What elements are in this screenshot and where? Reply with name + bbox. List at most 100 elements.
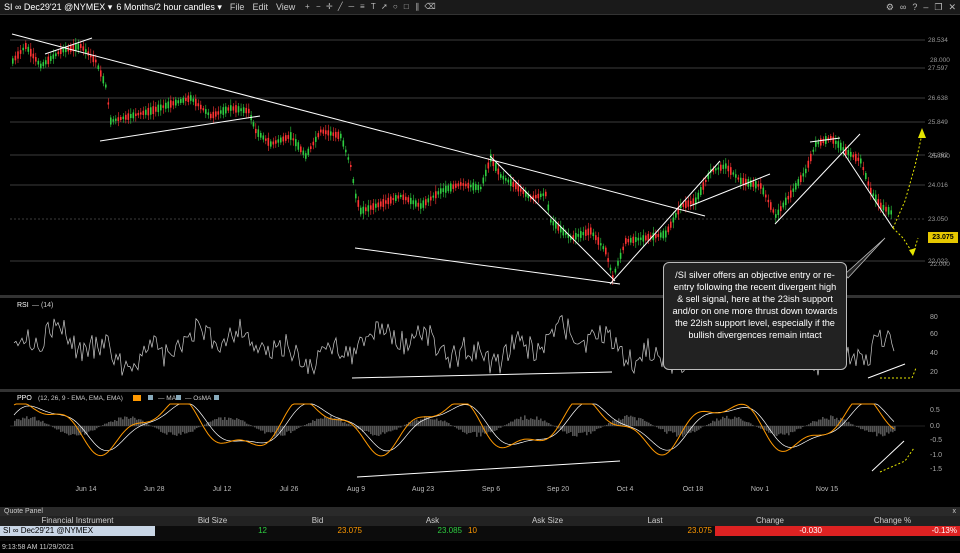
osma-bar [672,426,674,433]
candle-body [755,181,757,189]
osma-bar [248,424,250,426]
period-selector[interactable]: 6 Months/2 hour candles ▾ [116,1,222,12]
osma-bar [778,426,780,435]
candle-body [522,190,525,194]
osma-bar [18,419,20,426]
link-icon[interactable]: ∞ [899,2,907,12]
osma-bar [296,426,298,430]
candle-body [400,194,402,198]
zoom-in-icon[interactable]: + [304,2,310,11]
col-ask-size[interactable]: Ask Size [500,516,595,526]
hline-icon[interactable]: ─ [348,2,355,11]
crosshair-icon[interactable]: ✛ [325,2,333,11]
candle-body [545,191,547,197]
menu-edit[interactable]: Edit [252,2,268,12]
zoom-out-icon[interactable]: − [315,2,321,11]
ppo-params: (12, 26, 9 - EMA, EMA, EMA) [38,395,123,402]
col-change-pct[interactable]: Change % [825,516,960,526]
candle-body [225,106,227,114]
price-level-label: 22.022 [928,258,948,265]
osma-bar [738,416,740,426]
col-instrument[interactable]: Financial Instrument [0,516,155,526]
eraser-icon[interactable]: ⌫ [424,2,436,11]
circle-icon[interactable]: ○ [392,2,398,11]
osma-bar [160,426,162,432]
osma-bar [244,421,246,426]
candle-body [137,112,140,116]
channel-icon[interactable]: ∥ [415,2,420,11]
candle-body [477,184,480,191]
candle-body [420,203,422,209]
osma-bar [694,426,696,433]
candle-body [827,137,830,141]
candle-body [30,48,32,57]
candle-body [455,183,457,188]
osma-bar [466,426,468,435]
help-icon[interactable]: ? [912,2,918,12]
osma-bar [360,426,362,430]
quote-panel-close-icon[interactable]: x [952,508,957,515]
candle-body [352,179,355,183]
osma-bar [406,423,408,426]
osma-bar [820,419,822,426]
candle-body [612,275,614,281]
restore-icon[interactable]: ❐ [934,2,943,12]
osma-bar [872,426,874,433]
osma-bar [422,419,424,426]
osma-bar [744,421,746,426]
chart-area[interactable]: 28.534 27.597 26.638 25.849 24.862 24.016 23.0… [0,16,960,496]
quote-instrument[interactable]: SI ∞ Dec29'21 @NYMEX [0,526,155,536]
time-axis-label: Sep 20 [547,486,569,493]
osma-bar [674,426,676,433]
osma-bar [106,423,108,426]
quote-row[interactable]: SI ∞ Dec29'21 @NYMEX 12 23.075 23.085 10… [0,526,960,536]
chart-canvas[interactable]: 28.534 27.597 26.638 25.849 24.862 24.016 23.0… [0,16,960,496]
osma-bar [470,426,472,433]
col-change[interactable]: Change [715,516,825,526]
col-bid-size[interactable]: Bid Size [155,516,270,526]
rect-icon[interactable]: □ [403,2,409,11]
trendline [774,133,861,225]
candle-body [582,232,585,236]
osma-bar [110,421,112,426]
price-level-label: 23.050 [928,216,948,223]
candle-body [745,178,747,186]
ppo-signal-line [13,403,895,452]
candle-body [332,132,335,136]
osma-bar [816,421,818,426]
menu-view[interactable]: View [275,2,296,12]
col-ask[interactable]: Ask [365,516,500,526]
col-bid[interactable]: Bid [270,516,365,526]
osma-bar [288,426,290,431]
osma-bar [240,420,242,426]
menu-file[interactable]: File [229,2,245,12]
osma-bar [416,419,418,426]
candle-body [310,146,312,150]
minimize-icon[interactable]: – [923,2,929,12]
trendline-icon[interactable]: ╱ [337,2,343,11]
candle-body [210,113,212,119]
osma-bar [588,426,590,432]
candle-body [392,197,395,201]
col-last[interactable]: Last [595,516,715,526]
candle-body [787,195,790,200]
fib-icon[interactable]: ≡ [359,2,365,11]
osma-bar [656,426,658,428]
candle-body [627,238,630,243]
gear-icon[interactable]: ⚙ [885,2,894,12]
candle-body [737,177,740,180]
candle-body [14,55,17,61]
osma-bar [340,418,342,426]
candle-body [382,199,385,207]
arrow-icon[interactable]: ➚ [380,2,388,11]
candle-body [792,188,795,192]
candle-body [667,226,670,233]
close-icon[interactable]: ✕ [948,2,956,12]
candle-body [425,199,427,206]
candle-body [587,228,590,236]
osma-bar [374,426,376,435]
symbol-selector[interactable]: SI ∞ Dec29'21 @NYMEX ▾ [4,1,113,12]
price-axis-label: 22.000 [930,261,950,268]
candle-body [280,137,282,143]
text-icon[interactable]: T [370,2,376,11]
